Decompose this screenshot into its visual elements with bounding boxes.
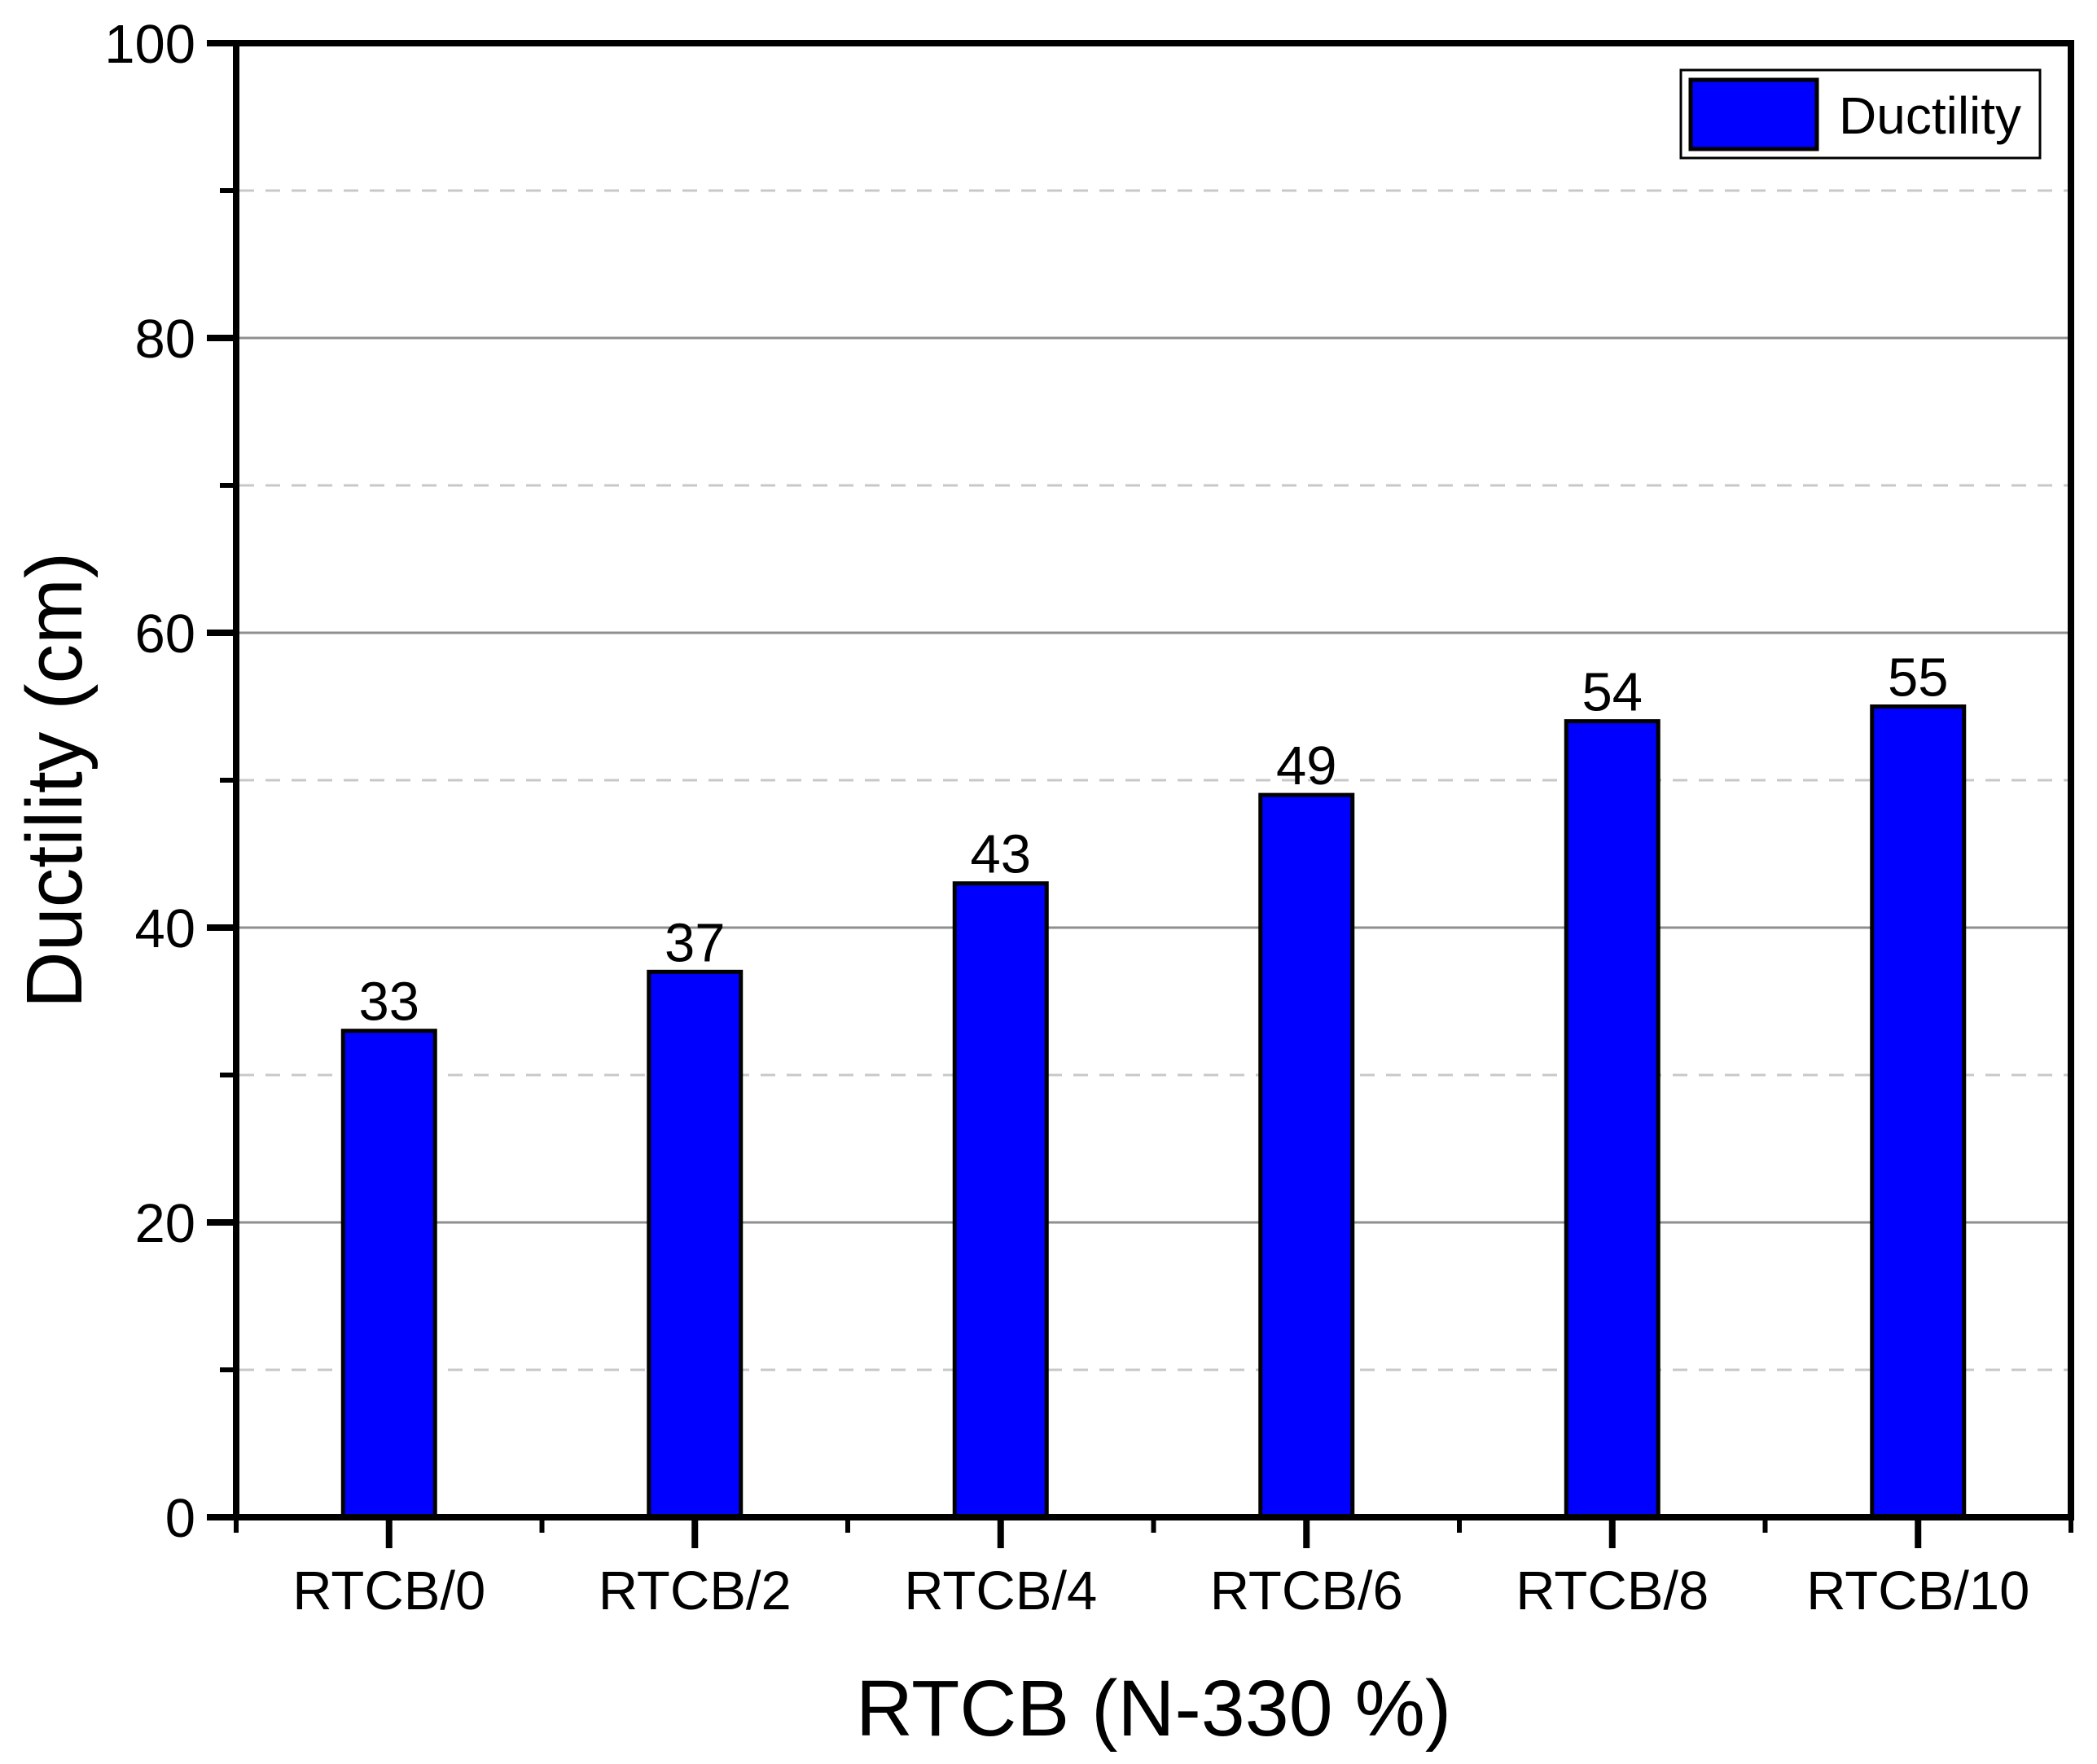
x-tick-label: RTCB/2 [599,1560,792,1621]
y-tick-label: 60 [134,603,195,665]
y-tick-label: 100 [104,14,195,75]
bar-RTCB/6 [1258,792,1355,1520]
bar-RTCB/2 [647,969,744,1520]
legend-swatch [1688,77,1819,151]
bar-RTCB/8 [1564,719,1660,1520]
y-tick-label: 20 [134,1193,195,1254]
x-tick-label: RTCB/4 [904,1560,1097,1621]
x-tick-label: RTCB/6 [1210,1560,1403,1621]
bar-RTCB/4 [952,881,1049,1520]
x-tick-label: RTCB/0 [292,1560,485,1621]
bar-value-label: 43 [970,824,1031,885]
bar-RTCB/0 [340,1029,437,1520]
bar-value-label: 54 [1582,662,1643,723]
y-axis-title: Ductility (cm) [10,552,99,1008]
bar-value-label: 33 [358,972,419,1033]
bar-RTCB/10 [1870,704,1967,1520]
x-axis-title: RTCB (N-330 %) [856,1664,1451,1753]
legend-label: Ductility [1839,86,2021,145]
bar-value-label: 55 [1888,647,1949,709]
bar-value-label: 49 [1276,735,1337,796]
x-tick-label: RTCB/8 [1516,1560,1709,1621]
y-tick-label: 80 [134,309,195,370]
y-tick-label: 0 [165,1488,195,1549]
x-tick-label: RTCB/10 [1806,1560,2029,1621]
bar-value-label: 37 [665,912,726,973]
y-tick-label: 40 [134,898,195,959]
